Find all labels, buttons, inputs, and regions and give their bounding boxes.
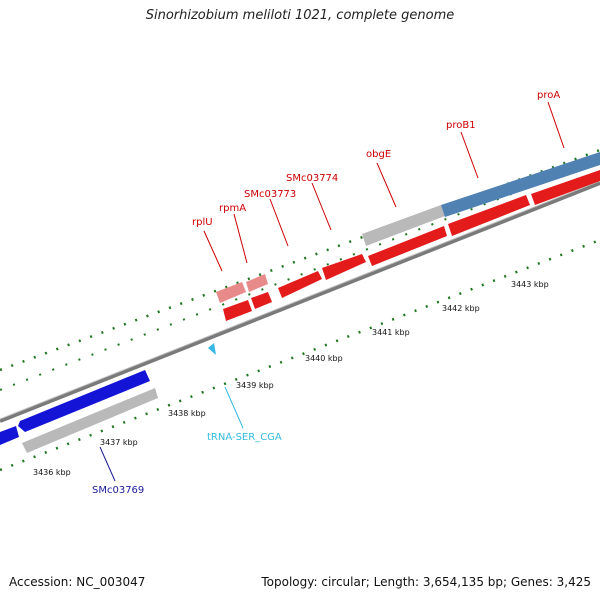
gene-label-smc03774[interactable]: SMc03774 — [286, 173, 338, 184]
steel-cds-upper[interactable] — [441, 152, 600, 217]
tick-track-lower — [0, 238, 600, 472]
scale-label-3440: 3440 kbp — [305, 354, 343, 363]
backbone-highlight — [0, 180, 600, 420]
gene-label-trna[interactable]: tRNA-SER_CGA — [207, 432, 282, 443]
gene-label-rplU[interactable]: rplU — [192, 217, 213, 228]
gene-proB1[interactable] — [448, 195, 530, 236]
gene-label-smc03769[interactable]: SMc03769 — [92, 485, 144, 496]
gene-proA[interactable] — [531, 170, 600, 205]
gene-smc03773[interactable] — [278, 271, 322, 298]
label-line-rpmA — [233, 213, 248, 264]
gene-label-obgE[interactable]: obgE — [366, 149, 391, 160]
grey-cds-lower[interactable] — [22, 388, 158, 453]
label-line-smc03774 — [311, 182, 332, 231]
gene-label-proA[interactable]: proA — [537, 90, 560, 101]
gene-label-rpmA[interactable]: rpmA — [219, 203, 246, 214]
gene-obgE[interactable] — [368, 226, 447, 266]
scale-label-3436: 3436 kbp — [33, 468, 71, 477]
cds-rpmA-light[interactable] — [246, 274, 268, 292]
cds-rplU-light[interactable] — [216, 282, 246, 303]
scale-label-3437: 3437 kbp — [100, 438, 138, 447]
gene-smc03774[interactable] — [322, 254, 366, 280]
grey-cds-obgE[interactable] — [362, 205, 445, 246]
scale-label-3442: 3442 kbp — [442, 304, 480, 313]
genome-title: Sinorhizobium meliloti 1021, complete ge… — [145, 8, 455, 23]
gene-rpmA[interactable] — [251, 292, 272, 309]
label-line-obgE — [376, 162, 397, 208]
label-line-smc03769 — [99, 446, 116, 482]
label-line-proB1 — [460, 131, 479, 179]
accession-text: Accession: NC_003047 — [9, 575, 146, 589]
genome-stats-text: Topology: circular; Length: 3,654,135 bp… — [261, 575, 591, 589]
label-line-smc03773 — [269, 198, 289, 247]
scale-label-3443: 3443 kbp — [511, 280, 549, 289]
gene-label-smc03773[interactable]: SMc03773 — [244, 189, 296, 200]
reverse-gene-smc03769[interactable] — [18, 370, 150, 432]
gene-rplU[interactable] — [223, 300, 252, 321]
label-line-proA — [547, 101, 565, 149]
reverse-gene-left[interactable] — [0, 426, 19, 445]
gene-label-proB1[interactable]: proB1 — [446, 120, 476, 131]
scale-label-3438: 3438 kbp — [168, 409, 206, 418]
backbone-line — [0, 181, 600, 423]
scale-label-3439: 3439 kbp — [236, 381, 274, 390]
trna-marker[interactable] — [208, 343, 216, 355]
label-line-trna — [224, 386, 244, 429]
scale-label-3441: 3441 kbp — [372, 328, 410, 337]
label-line-rplU — [203, 230, 223, 272]
